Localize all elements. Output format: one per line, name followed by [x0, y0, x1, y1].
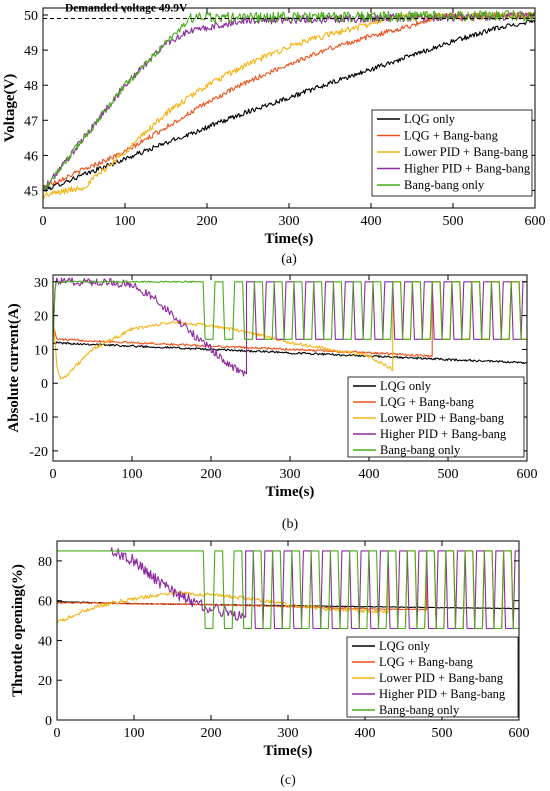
legend: LQG only LQG + Bang-bang Lower PID + Bang-… [347, 376, 525, 458]
y-tick-label: 0 [41, 377, 48, 392]
series-line-bang-bang-only [57, 550, 519, 630]
legend-label-higher-pid-bang-bang: Higher PID + Bang-bang [379, 687, 506, 701]
x-tick-label: 100 [115, 214, 136, 229]
legend: LQG only LQG + Bang-bang Lower PID + Bang-… [346, 636, 519, 718]
y-tick-label: 40 [38, 634, 52, 649]
x-tick-label: 400 [359, 467, 380, 482]
chart-c: 0 100 200 300 400 500 600 0 20 40 60 80 Time(s) Throt… [10, 540, 530, 788]
y-tick-label: -10 [29, 411, 48, 426]
y-tick-label: 30 [34, 276, 48, 291]
legend-box [347, 376, 525, 458]
y-axis-label: Voltage(V) [2, 74, 18, 143]
y-tick-label: 49 [24, 44, 38, 59]
x-tick-label: 200 [201, 726, 222, 741]
series-line-lqg-only [53, 341, 527, 365]
panel-caption: (a) [281, 252, 297, 267]
x-tick-label: 600 [517, 467, 538, 482]
y-tick-label: 20 [34, 310, 48, 325]
series-line-higher-pid-bang-bang [53, 277, 527, 377]
panel-caption: (b) [282, 517, 299, 532]
x-tick-label: 200 [201, 467, 222, 482]
x-tick-label: 500 [438, 467, 459, 482]
legend: LQG only LQG + Bang-bang Lower PID + Bang-… [371, 109, 533, 197]
y-tick-label: 46 [24, 149, 38, 164]
legend-label-lower-pid-bang-bang: Lower PID + Bang-bang [379, 671, 504, 685]
y-tick-label: 20 [38, 674, 52, 689]
series-line-lqg-only [43, 19, 535, 193]
x-tick-label: 300 [280, 467, 301, 482]
legend-label-lqg-only: LQG only [380, 379, 432, 393]
y-tick-label: 47 [24, 114, 38, 129]
x-axis-label: Time(s) [264, 743, 313, 759]
legend-label-bang-bang-only: Bang-bang only [380, 443, 461, 457]
x-axis-label: Time(s) [265, 231, 314, 247]
legend-box [371, 109, 533, 197]
legend-label-lqg-bang-bang: LQG + Bang-bang [379, 655, 474, 669]
y-tick-label: 50 [24, 9, 38, 24]
y-tick-label: 48 [24, 79, 38, 94]
legend-label-bang-bang-only: Bang-bang only [404, 178, 485, 192]
y-tick-label: 80 [38, 555, 52, 570]
x-tick-label: 100 [124, 726, 145, 741]
legend-label-lower-pid-bang-bang: Lower PID + Bang-bang [404, 145, 529, 159]
x-tick-label: 300 [279, 214, 300, 229]
x-tick-label: 500 [432, 726, 453, 741]
legend-label-bang-bang-only: Bang-bang only [379, 703, 460, 717]
annotation-text: Demanded voltage 49.9V [65, 3, 188, 15]
x-tick-label: 0 [50, 467, 57, 482]
y-axis-label: Absolute current(A) [6, 303, 22, 432]
legend-label-lqg-bang-bang: LQG + Bang-bang [380, 395, 475, 409]
y-tick-label: 0 [45, 714, 52, 729]
y-tick-label: -20 [29, 445, 48, 460]
x-axis-label: Time(s) [266, 484, 315, 500]
chart-b: 0 100 200 300 400 500 600 -20 -10 0 10 20 30 Time(s) A… [6, 274, 538, 532]
x-tick-label: 600 [509, 726, 530, 741]
x-tick-label: 0 [40, 214, 47, 229]
x-tick-label: 0 [54, 726, 61, 741]
legend-label-lower-pid-bang-bang: Lower PID + Bang-bang [380, 411, 505, 425]
series-line-lower-pid-bang-bang [53, 281, 527, 380]
y-tick-label: 60 [38, 595, 52, 610]
chart-a: Demanded voltage 49.9V 0 100 200 300 400 500 60… [2, 3, 546, 267]
legend-label-higher-pid-bang-bang: Higher PID + Bang-bang [380, 427, 507, 441]
x-tick-label: 600 [525, 214, 546, 229]
legend-label-lqg-only: LQG only [404, 112, 456, 126]
legend-label-lqg-bang-bang: LQG + Bang-bang [404, 129, 499, 143]
x-tick-label: 300 [278, 726, 299, 741]
legend-label-higher-pid-bang-bang: Higher PID + Bang-bang [404, 162, 531, 176]
x-tick-label: 500 [443, 214, 464, 229]
x-tick-label: 200 [197, 214, 218, 229]
legend-box [346, 636, 519, 718]
series-group [57, 547, 519, 630]
series-line-lower-pid-bang-bang [57, 550, 519, 630]
y-axis-label: Throttle opening(%) [10, 564, 26, 697]
panel-caption: (c) [280, 773, 296, 788]
series-group [53, 277, 527, 380]
x-tick-label: 100 [122, 467, 143, 482]
series-line-lqg-bang-bang [53, 281, 527, 358]
x-tick-label: 400 [355, 726, 376, 741]
series-line-bang-bang-only [53, 280, 527, 344]
y-tick-label: 10 [34, 343, 48, 358]
legend-label-lqg-only: LQG only [379, 639, 431, 653]
x-tick-label: 400 [361, 214, 382, 229]
y-tick-label: 45 [24, 184, 38, 199]
